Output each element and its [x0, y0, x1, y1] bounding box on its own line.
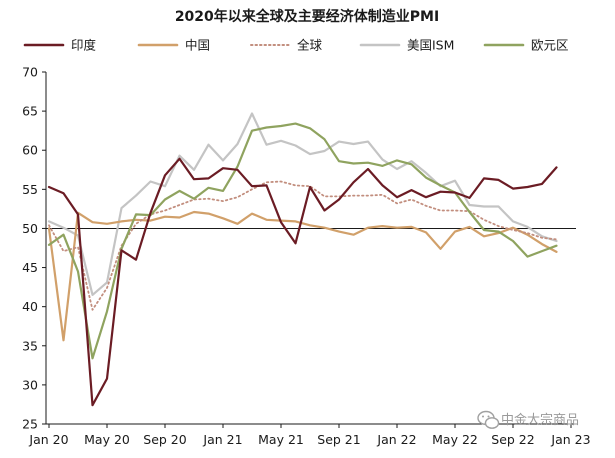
wechat-icon	[477, 410, 500, 429]
chart-title: 2020年以来全球及主要经济体制造业PMI	[175, 8, 439, 25]
watermark: 中金大宗商品	[477, 410, 579, 429]
y-tick-label: 60	[22, 143, 38, 158]
series-line-1	[47, 210, 558, 342]
y-tick-label: 40	[22, 299, 38, 314]
x-tick-label: May 21	[258, 432, 304, 447]
legend-label: 美国ISM	[407, 38, 454, 53]
y-tick-label: 70	[22, 65, 38, 80]
legend-label: 中国	[185, 38, 210, 53]
x-tick-label: Jan 20	[28, 432, 68, 447]
y-tick-label: 30	[22, 377, 38, 392]
watermark-text: 中金大宗商品	[501, 412, 579, 428]
y-tick-label: 55	[22, 182, 38, 197]
chart-legend: 印度 中国 全球 美国ISM 欧元区	[23, 38, 569, 53]
legend-label: 全球	[297, 38, 323, 53]
legend-label: 印度	[71, 38, 97, 53]
legend-label: 欧元区	[531, 38, 569, 53]
series-line-3	[47, 112, 558, 296]
x-tick-label: Sep 22	[491, 432, 534, 447]
y-tick-label: 65	[22, 104, 38, 119]
y-tick-label: 35	[22, 338, 38, 353]
series-line-4	[47, 122, 558, 360]
x-axis-ticks: Jan 20 May 20 Sep 20 Jan 21 May 21 Sep 21 Jan …	[28, 424, 591, 447]
x-tick-label: Sep 21	[317, 432, 360, 447]
y-tick-label: 50	[22, 221, 38, 236]
x-tick-label: Jan 22	[376, 432, 416, 447]
x-tick-label: May 22	[432, 432, 478, 447]
y-tick-label: 45	[22, 260, 38, 275]
series-line-2	[48, 180, 558, 311]
y-axis-ticks: 25 30 35 40 45 50 55 60 65 70	[22, 65, 46, 432]
series-lines	[47, 112, 558, 407]
x-tick-label: Sep 20	[143, 432, 186, 447]
x-tick-label: May 20	[84, 432, 130, 447]
x-tick-label: Jan 21	[202, 432, 242, 447]
x-tick-label: Jan 23	[550, 432, 590, 447]
y-tick-label: 25	[22, 417, 38, 432]
series-line-0	[47, 157, 558, 407]
